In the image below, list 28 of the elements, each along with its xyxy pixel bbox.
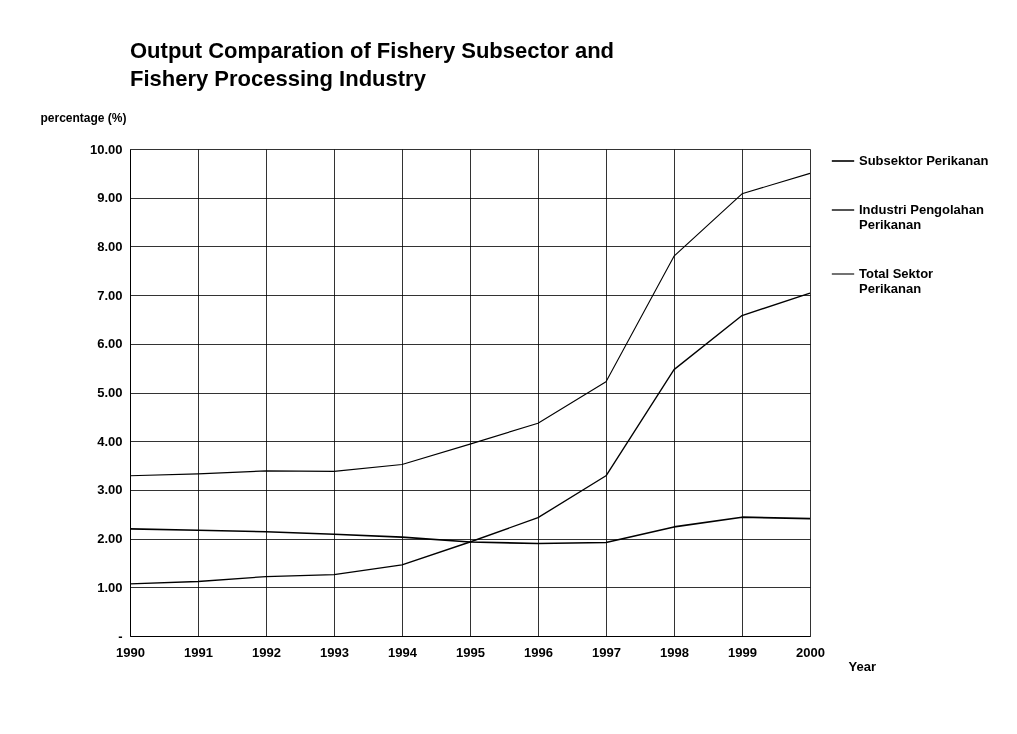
- y-tick-label: 2.00: [97, 531, 123, 547]
- y-tick-label: 10.00: [89, 141, 123, 157]
- legend-label: Industri Pengolahan Perikanan: [859, 202, 985, 232]
- y-tick-label: 6.00: [97, 336, 123, 352]
- y-tick-label: 4.00: [97, 433, 123, 449]
- y-tick-label: 3.00: [97, 482, 123, 498]
- x-tick-label: 1991: [184, 644, 213, 660]
- x-tick-label: 1997: [592, 644, 621, 660]
- y-axis-title: percentage (%): [40, 110, 127, 125]
- legend-label: Total Sektor Perikanan: [859, 266, 934, 296]
- x-tick-label: 1996: [524, 644, 553, 660]
- y-tick-label: 8.00: [97, 238, 123, 254]
- y-tick-label: 5.00: [97, 385, 123, 400]
- y-tick-label: 9.00: [97, 190, 123, 206]
- chart-title: Output Comparation of Fishery Subsector and Fishery Processing Industry: [130, 38, 615, 91]
- x-tick-label: 1993: [320, 644, 349, 660]
- x-tick-label: 1999: [728, 644, 757, 660]
- y-tick-label: 7.00: [97, 287, 123, 303]
- x-tick-label: 1998: [660, 644, 689, 660]
- x-tick-label: 1995: [456, 644, 485, 660]
- x-tick-label: 1992: [252, 644, 281, 660]
- y-tick-label: 1.00: [97, 579, 123, 595]
- x-axis-title: Year: [848, 658, 876, 674]
- x-tick-label: 1994: [388, 644, 418, 660]
- x-tick-label: 2000: [796, 644, 825, 660]
- x-tick-label: 1990: [116, 644, 145, 660]
- y-tick-label: -: [118, 628, 123, 644]
- legend-label: Subsektor Perikanan: [859, 153, 989, 168]
